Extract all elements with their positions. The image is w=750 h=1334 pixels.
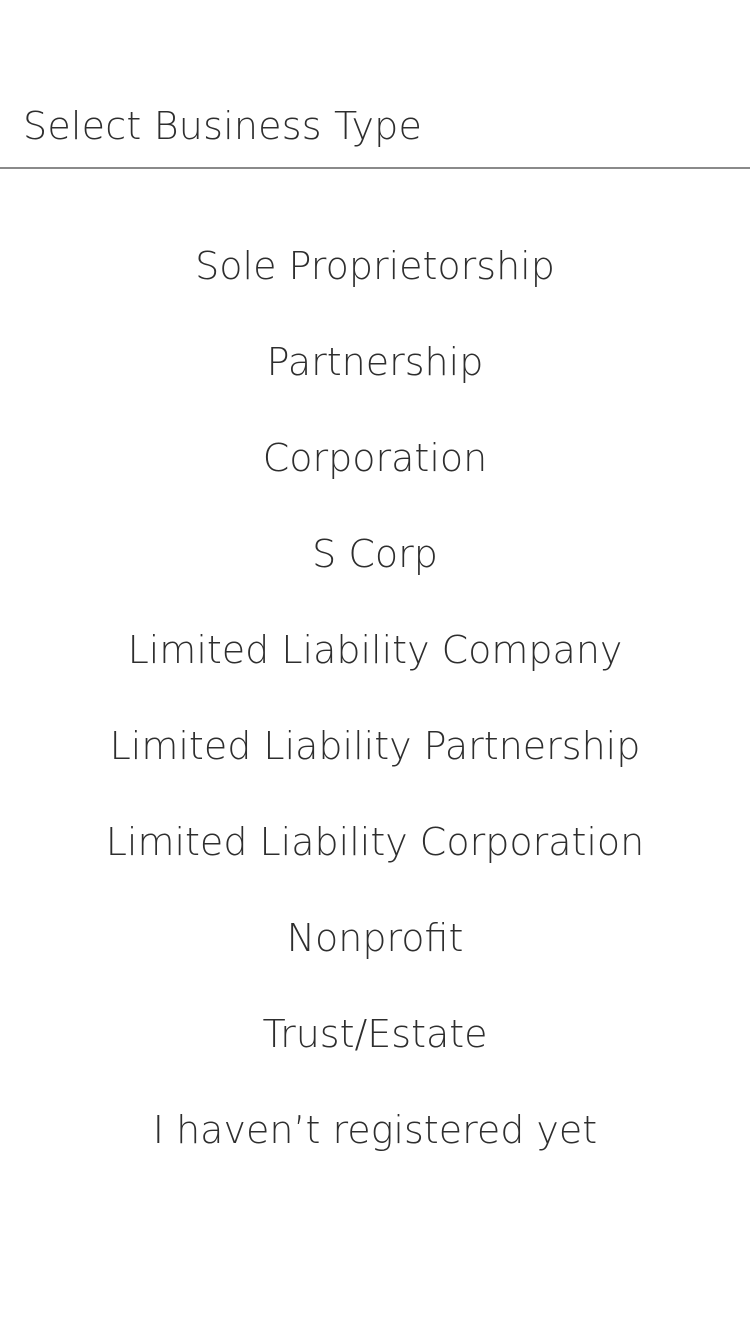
option-limited-liability-corporation[interactable]: Limited Liability Corporation (0, 794, 750, 890)
option-limited-liability-partnership[interactable]: Limited Liability Partnership (0, 698, 750, 794)
option-not-registered[interactable]: I haven’t registered yet (0, 1082, 750, 1178)
header: Select Business Type (0, 0, 750, 169)
option-s-corp[interactable]: S Corp (0, 506, 750, 602)
option-corporation[interactable]: Corporation (0, 410, 750, 506)
option-limited-liability-company[interactable]: Limited Liability Company (0, 602, 750, 698)
option-trust-estate[interactable]: Trust/Estate (0, 986, 750, 1082)
option-sole-proprietorship[interactable]: Sole Proprietorship (0, 218, 750, 314)
page-title: Select Business Type (23, 104, 422, 150)
option-nonprofit[interactable]: Nonprofit (0, 890, 750, 986)
option-partnership[interactable]: Partnership (0, 314, 750, 410)
business-type-list: Sole Proprietorship Partnership Corporat… (0, 218, 750, 1178)
